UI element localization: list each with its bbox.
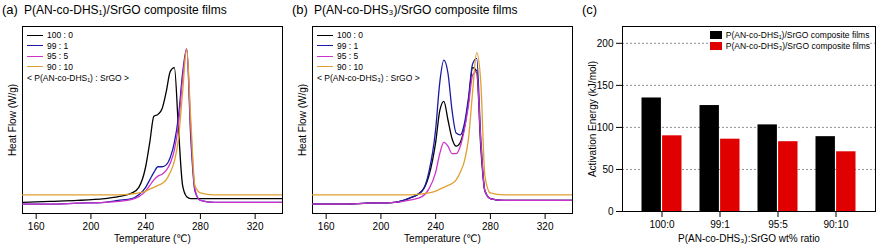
svg-text:Heat Flow (W/g): Heat Flow (W/g) bbox=[297, 84, 308, 156]
svg-text:320: 320 bbox=[537, 221, 554, 232]
svg-text:200: 200 bbox=[83, 221, 100, 232]
html-text:100 : 0: 100 : 0 bbox=[337, 30, 363, 40]
html-text:< P(AN-co-DHS₃) : SrGO >: < P(AN-co-DHS₃) : SrGO > bbox=[317, 73, 420, 83]
html-text:90 : 10: 90 : 10 bbox=[337, 61, 363, 72]
svg-text:280: 280 bbox=[482, 221, 499, 232]
html-text:90 : 10: 90 : 10 bbox=[47, 61, 73, 72]
svg-text:240: 240 bbox=[427, 221, 444, 232]
html-text:P(AN-co-DHS₃)/SrGO composite f: P(AN-co-DHS₃)/SrGO composite films bbox=[725, 40, 870, 51]
svg-text:Temperature (℃): Temperature (℃) bbox=[114, 233, 191, 244]
html-text:(a) P(AN-co-DHS₁)/SrGO composi: (a) P(AN-co-DHS₁)/SrGO composite films bbox=[2, 2, 227, 17]
svg-text:200: 200 bbox=[597, 38, 614, 49]
svg-text:160: 160 bbox=[318, 221, 335, 232]
html-text:(b) P(AN-co-DHS₃)/SrGO composi: (b) P(AN-co-DHS₃)/SrGO composite films bbox=[292, 2, 518, 17]
svg-text:Temperature (℃): Temperature (℃) bbox=[404, 233, 481, 244]
svg-text:95:5: 95:5 bbox=[768, 219, 788, 230]
html-text:99 : 1: 99 : 1 bbox=[337, 40, 359, 51]
svg-text:Activation Energy (kJ/mol): Activation Energy (kJ/mol) bbox=[587, 61, 598, 177]
html-text:95 : 5: 95 : 5 bbox=[337, 51, 359, 61]
svg-text:P(AN-co-DHS₃):SrGO wt% ratio: P(AN-co-DHS₃):SrGO wt% ratio bbox=[678, 233, 820, 244]
svg-text:50: 50 bbox=[602, 164, 614, 175]
svg-text:90:10: 90:10 bbox=[823, 219, 848, 230]
svg-text:Heat Flow (W/g): Heat Flow (W/g) bbox=[7, 84, 18, 156]
svg-text:100:0: 100:0 bbox=[649, 219, 674, 230]
svg-text:320: 320 bbox=[247, 221, 264, 232]
svg-text:200: 200 bbox=[373, 221, 390, 232]
html-text:95 : 5: 95 : 5 bbox=[47, 51, 69, 61]
svg-text:99:1: 99:1 bbox=[710, 219, 730, 230]
html-text:< P(AN-co-DHS₁) : SrGO >: < P(AN-co-DHS₁) : SrGO > bbox=[27, 73, 130, 83]
svg-text:150: 150 bbox=[597, 80, 614, 91]
svg-text:0: 0 bbox=[608, 206, 614, 217]
html-text:P(AN-co-DHS₁)/SrGO composite f: P(AN-co-DHS₁)/SrGO composite films bbox=[725, 30, 870, 40]
html-text:100 : 0: 100 : 0 bbox=[47, 30, 73, 40]
svg-text:240: 240 bbox=[137, 221, 154, 232]
html-text:(c): (c) bbox=[582, 2, 598, 17]
svg-text:100: 100 bbox=[597, 122, 614, 133]
html-text:99 : 1: 99 : 1 bbox=[47, 40, 69, 51]
svg-text:280: 280 bbox=[192, 221, 209, 232]
svg-text:160: 160 bbox=[28, 221, 45, 232]
